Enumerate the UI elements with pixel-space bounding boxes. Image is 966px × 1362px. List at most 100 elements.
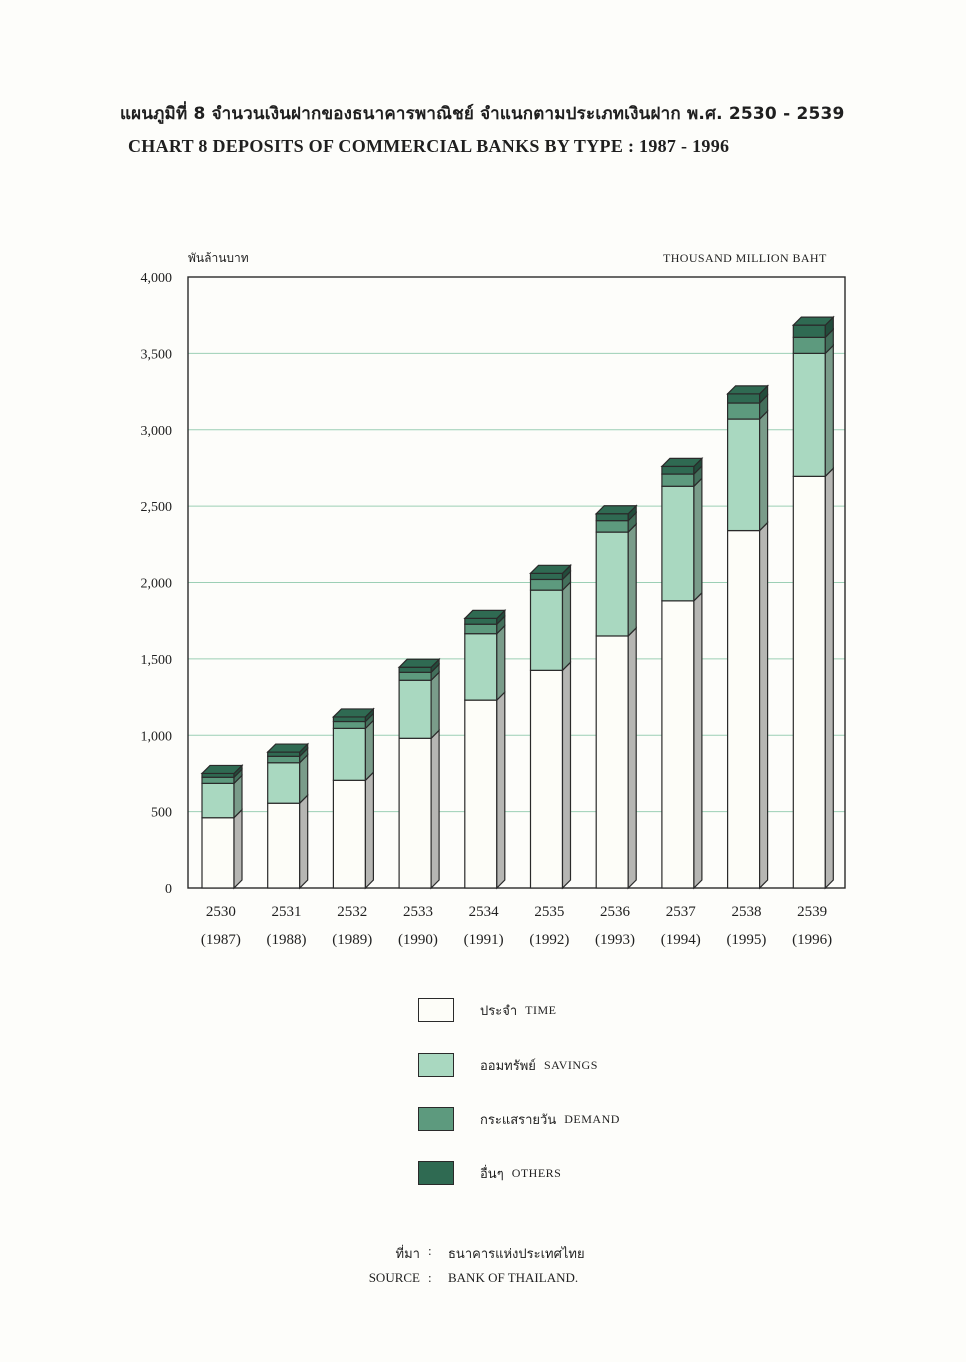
bar-segment-side: [561, 660, 572, 890]
bar-segment-face: [201, 817, 235, 889]
bar-segment-face: [529, 589, 564, 671]
x-tick-label: 2536: [600, 904, 631, 920]
chart-title-thai: แผนภูมิที่ 8 จำนวนเงินฝากของธนาคารพาณิชย…: [120, 104, 845, 124]
bar-segment-face: [661, 600, 695, 889]
bar-segment-side: [758, 521, 769, 890]
bar-segment-face: [464, 623, 498, 635]
legend-item: ประจำ TIME: [418, 996, 556, 1024]
bar-top-cap: [200, 764, 244, 775]
source-value-thai: ธนาคารแห่งประเทศไทย: [448, 1247, 585, 1262]
bar-segment-face: [332, 779, 366, 889]
bar-segment-face: [267, 802, 301, 889]
chart-title-english: CHART 8 DEPOSITS OF COMMERCIAL BANKS BY …: [128, 136, 730, 156]
bar-segment-face: [267, 755, 301, 764]
bar-segment-face: [661, 485, 695, 602]
x-tick-label: 2530: [206, 904, 236, 920]
bar-segment-side: [364, 718, 374, 782]
bar-segment-side: [496, 690, 506, 890]
bar-segment-face: [398, 679, 432, 739]
x-tick-label-secondary: (1987): [201, 932, 241, 948]
y-tick-label: 0: [165, 882, 172, 897]
bar-segment-face: [332, 716, 366, 723]
bar-segment-side: [693, 476, 703, 603]
legend-label-thai: ออมทรัพย์: [480, 1058, 536, 1074]
bar-top-cap: [331, 708, 375, 718]
bar-segment-side: [430, 728, 440, 890]
legend-swatch: [418, 1053, 454, 1077]
x-tick-label: 2532: [337, 904, 367, 920]
bar-segment-face: [529, 669, 564, 889]
x-tick-label: 2538: [731, 904, 761, 920]
x-tick-label-secondary: (1988): [267, 932, 307, 948]
bar-top-cap: [529, 564, 572, 574]
deposits-bar-chart: 0 500 1,000 1,500 2,000 2,500 3,000 3,500 4,000 2…: [141, 271, 846, 948]
bar-segment-face: [464, 699, 498, 889]
bar-segment-side: [627, 626, 637, 890]
bar-segment-side: [364, 770, 374, 890]
bar-segment-side: [824, 466, 834, 890]
source-label-thai: ที่มา: [395, 1247, 420, 1262]
legend-item: กระแสรายวัน DEMAND: [418, 1105, 620, 1133]
bar-segment-face: [464, 617, 498, 625]
bar-segment-side: [758, 409, 769, 533]
x-tick-label: 2533: [403, 904, 433, 920]
y-tick-label: 3,500: [141, 347, 173, 362]
bar-segment-face: [792, 324, 826, 338]
bar-segment-face: [595, 531, 629, 637]
bar-segment-face: [595, 513, 629, 522]
source-colon: :: [428, 1243, 432, 1258]
x-tick-label: 2535: [534, 904, 564, 920]
bar-segment-face: [595, 520, 629, 533]
bar-segment-face: [201, 782, 235, 819]
legend-label-english: TIME: [525, 1002, 557, 1017]
legend-label-thai: กระแสรายวัน: [480, 1112, 557, 1128]
x-tick-label-secondary: (1989): [332, 932, 372, 948]
bar-segment-face: [661, 473, 695, 487]
bar-segment-face: [726, 402, 761, 420]
bar-segment-face: [332, 727, 366, 781]
y-tick-label: 4,000: [141, 271, 173, 286]
legend-label-english: SAVINGS: [543, 1057, 598, 1072]
y-tick-label: 2,000: [141, 577, 173, 592]
legend-swatch: [418, 1107, 454, 1131]
source-row-english: SOURCE : BANK OF THAILAND.: [358, 1270, 578, 1286]
x-tick-label-secondary: (1994): [661, 932, 701, 948]
bar-segment-face: [529, 578, 564, 591]
bar-segment-face: [661, 465, 695, 475]
bar-segment-face: [726, 529, 761, 889]
y-tick-label: 2,500: [141, 500, 173, 515]
bar-segment-face: [201, 776, 235, 784]
bar-segment-face: [267, 751, 301, 757]
bar-segment-face: [267, 762, 301, 804]
legend-label-thai: ประจำ: [480, 1003, 518, 1019]
bar-segment-face: [464, 633, 498, 701]
source-row-thai: ที่มา : ธนาคารแห่งประเทศไทย: [358, 1243, 585, 1264]
bar-segment-face: [398, 671, 432, 681]
legend-item: อื่นๆ OTHERS: [418, 1159, 561, 1187]
x-tick-label-secondary: (1996): [792, 932, 832, 948]
source-label-english: SOURCE: [368, 1270, 420, 1285]
unit-label-thai: พันล้านบาท: [188, 251, 249, 265]
bar-segment-face: [332, 720, 366, 729]
bar-top-cap: [594, 505, 638, 515]
bar-segment-side: [496, 624, 506, 702]
plot-frame: [187, 276, 846, 889]
source-colon: :: [428, 1270, 432, 1285]
x-tick-label-secondary: (1992): [529, 932, 569, 948]
x-tick-label-secondary: (1990): [398, 932, 438, 948]
bar-segment-face: [398, 666, 432, 673]
legend-swatch: [418, 1161, 454, 1185]
x-tick-label: 2537: [666, 904, 697, 920]
x-tick-label-secondary: (1991): [464, 932, 504, 948]
bar-segment-face: [792, 475, 826, 889]
bar-segment-side: [693, 591, 703, 890]
bar-top-cap: [463, 609, 507, 619]
y-tick-label: 500: [151, 806, 172, 821]
bar-top-cap: [791, 316, 835, 326]
bar-segment-side: [299, 793, 309, 890]
bar-segment-side: [627, 522, 637, 638]
bar-top-cap: [660, 457, 704, 468]
bar-segment-side: [824, 343, 834, 478]
bar-segment-side: [233, 808, 243, 890]
x-tick-label-secondary: (1995): [726, 932, 766, 948]
